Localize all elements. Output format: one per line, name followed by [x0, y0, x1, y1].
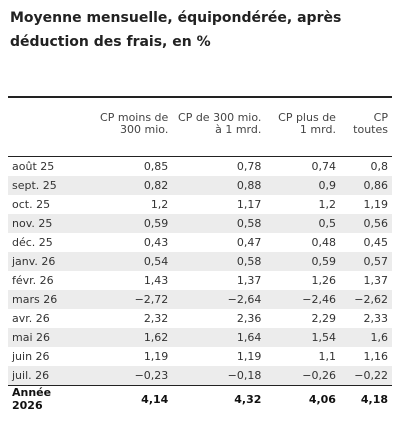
- value-cell: 0,57: [363, 255, 389, 268]
- value-cell: −0,23: [134, 369, 169, 382]
- value-cell: 1,37: [236, 274, 262, 287]
- row-label: oct. 25: [12, 198, 51, 211]
- row-label: févr. 26: [12, 274, 54, 287]
- value-cell: 4,18: [360, 392, 388, 406]
- value-cell: −2,46: [302, 293, 336, 306]
- value-cell: −2,72: [134, 293, 169, 306]
- table-row: juin 26 1,19 1,19 1,1 1,16: [8, 347, 392, 366]
- value-cell: 2,33: [363, 312, 389, 325]
- row-label: janv. 26: [12, 255, 56, 268]
- value-cell: 0,85: [143, 160, 169, 173]
- table-row: juil. 26 −0,23 −0,18 −0,26 −0,22: [8, 366, 392, 386]
- table-row: mai 26 1,62 1,64 1,54 1,6: [8, 328, 392, 347]
- value-cell: 0,58: [236, 217, 262, 230]
- value-cell: 2,32: [143, 312, 169, 325]
- value-cell: 1,16: [363, 350, 389, 363]
- value-cell: 0,56: [363, 217, 389, 230]
- table-row: Année 2026 4,14 4,32 4,06 4,18: [8, 385, 392, 412]
- value-cell: 0,59: [143, 217, 169, 230]
- value-cell: 1,17: [236, 198, 262, 211]
- data-table: CP moins de 300 mio. CP de 300 mio. à 1 m…: [8, 96, 392, 412]
- table-header: CP moins de 300 mio. CP de 300 mio. à 1 m…: [8, 97, 392, 157]
- value-cell: −2,64: [227, 293, 262, 306]
- value-cell: 0,43: [143, 236, 169, 249]
- value-cell: 1,19: [143, 350, 169, 363]
- row-label: sept. 25: [12, 179, 57, 192]
- value-cell: 1,64: [236, 331, 262, 344]
- value-cell: 4,32: [234, 392, 262, 406]
- value-cell: 1,6: [370, 331, 389, 344]
- value-cell: 0,5: [318, 217, 336, 230]
- table-row: déc. 25 0,43 0,47 0,48 0,45: [8, 233, 392, 252]
- value-cell: 4,14: [141, 392, 169, 406]
- row-label: nov. 25: [12, 217, 53, 230]
- value-cell: 0,74: [311, 160, 336, 173]
- value-cell: 1,54: [311, 331, 336, 344]
- row-label: mai 26: [12, 331, 51, 344]
- value-cell: 1,1: [318, 350, 336, 363]
- table-body: août 25 0,85 0,78 0,74 0,8 sept. 25 0,82 0,88 0,…: [8, 157, 392, 412]
- row-label: août 25: [12, 160, 55, 173]
- value-cell: 1,19: [236, 350, 262, 363]
- value-cell: 0,82: [143, 179, 169, 192]
- table-row: oct. 25 1,2 1,17 1,2 1,19: [8, 195, 392, 214]
- value-cell: 0,45: [363, 236, 389, 249]
- value-cell: −2,62: [354, 293, 388, 306]
- value-cell: 0,58: [236, 255, 262, 268]
- value-cell: 0,59: [311, 255, 336, 268]
- header-cell: CP toutes: [353, 111, 388, 136]
- value-cell: 1,26: [311, 274, 336, 287]
- value-cell: −0,26: [302, 369, 336, 382]
- table-row: févr. 26 1,43 1,37 1,26 1,37: [8, 271, 392, 290]
- header-row: CP moins de 300 mio. CP de 300 mio. à 1 m…: [8, 97, 392, 157]
- value-cell: 0,88: [236, 179, 262, 192]
- value-cell: 0,54: [143, 255, 169, 268]
- table-row: mars 26 −2,72 −2,64 −2,46 −2,62: [8, 290, 392, 309]
- table-row: sept. 25 0,82 0,88 0,9 0,86: [8, 176, 392, 195]
- value-cell: 1,2: [150, 198, 169, 211]
- row-label: Année 2026: [12, 386, 52, 412]
- value-cell: −0,22: [354, 369, 388, 382]
- row-label: mars 26: [12, 293, 58, 306]
- header-cell: CP plus de 1 mrd.: [278, 111, 336, 136]
- value-cell: 0,48: [311, 236, 336, 249]
- table-row: nov. 25 0,59 0,58 0,5 0,56: [8, 214, 392, 233]
- table-row: août 25 0,85 0,78 0,74 0,8: [8, 157, 392, 177]
- header-cell: [8, 97, 86, 157]
- value-cell: 1,2: [318, 198, 336, 211]
- value-cell: 0,9: [318, 179, 336, 192]
- header-cell: CP de 300 mio. à 1 mrd.: [178, 111, 262, 136]
- value-cell: 0,86: [363, 179, 389, 192]
- row-label: juin 26: [12, 350, 50, 363]
- value-cell: 0,47: [236, 236, 262, 249]
- value-cell: 2,36: [236, 312, 262, 325]
- title: Moyenne mensuelle, équipondérée, après d…: [10, 10, 342, 50]
- table-row: janv. 26 0,54 0,58 0,59 0,57: [8, 252, 392, 271]
- value-cell: 0,78: [236, 160, 262, 173]
- value-cell: 1,19: [363, 198, 389, 211]
- row-label: avr. 26: [12, 312, 50, 325]
- row-label: déc. 25: [12, 236, 53, 249]
- value-cell: 1,43: [143, 274, 169, 287]
- value-cell: 1,37: [363, 274, 389, 287]
- value-cell: 4,06: [308, 392, 336, 406]
- value-cell: 2,29: [311, 312, 336, 325]
- value-cell: 1,62: [143, 331, 169, 344]
- header-cell: CP moins de 300 mio.: [100, 111, 169, 136]
- value-cell: 0,8: [370, 160, 389, 173]
- row-label: juil. 26: [12, 369, 50, 382]
- value-cell: −0,18: [227, 369, 262, 382]
- table-row: avr. 26 2,32 2,36 2,29 2,33: [8, 309, 392, 328]
